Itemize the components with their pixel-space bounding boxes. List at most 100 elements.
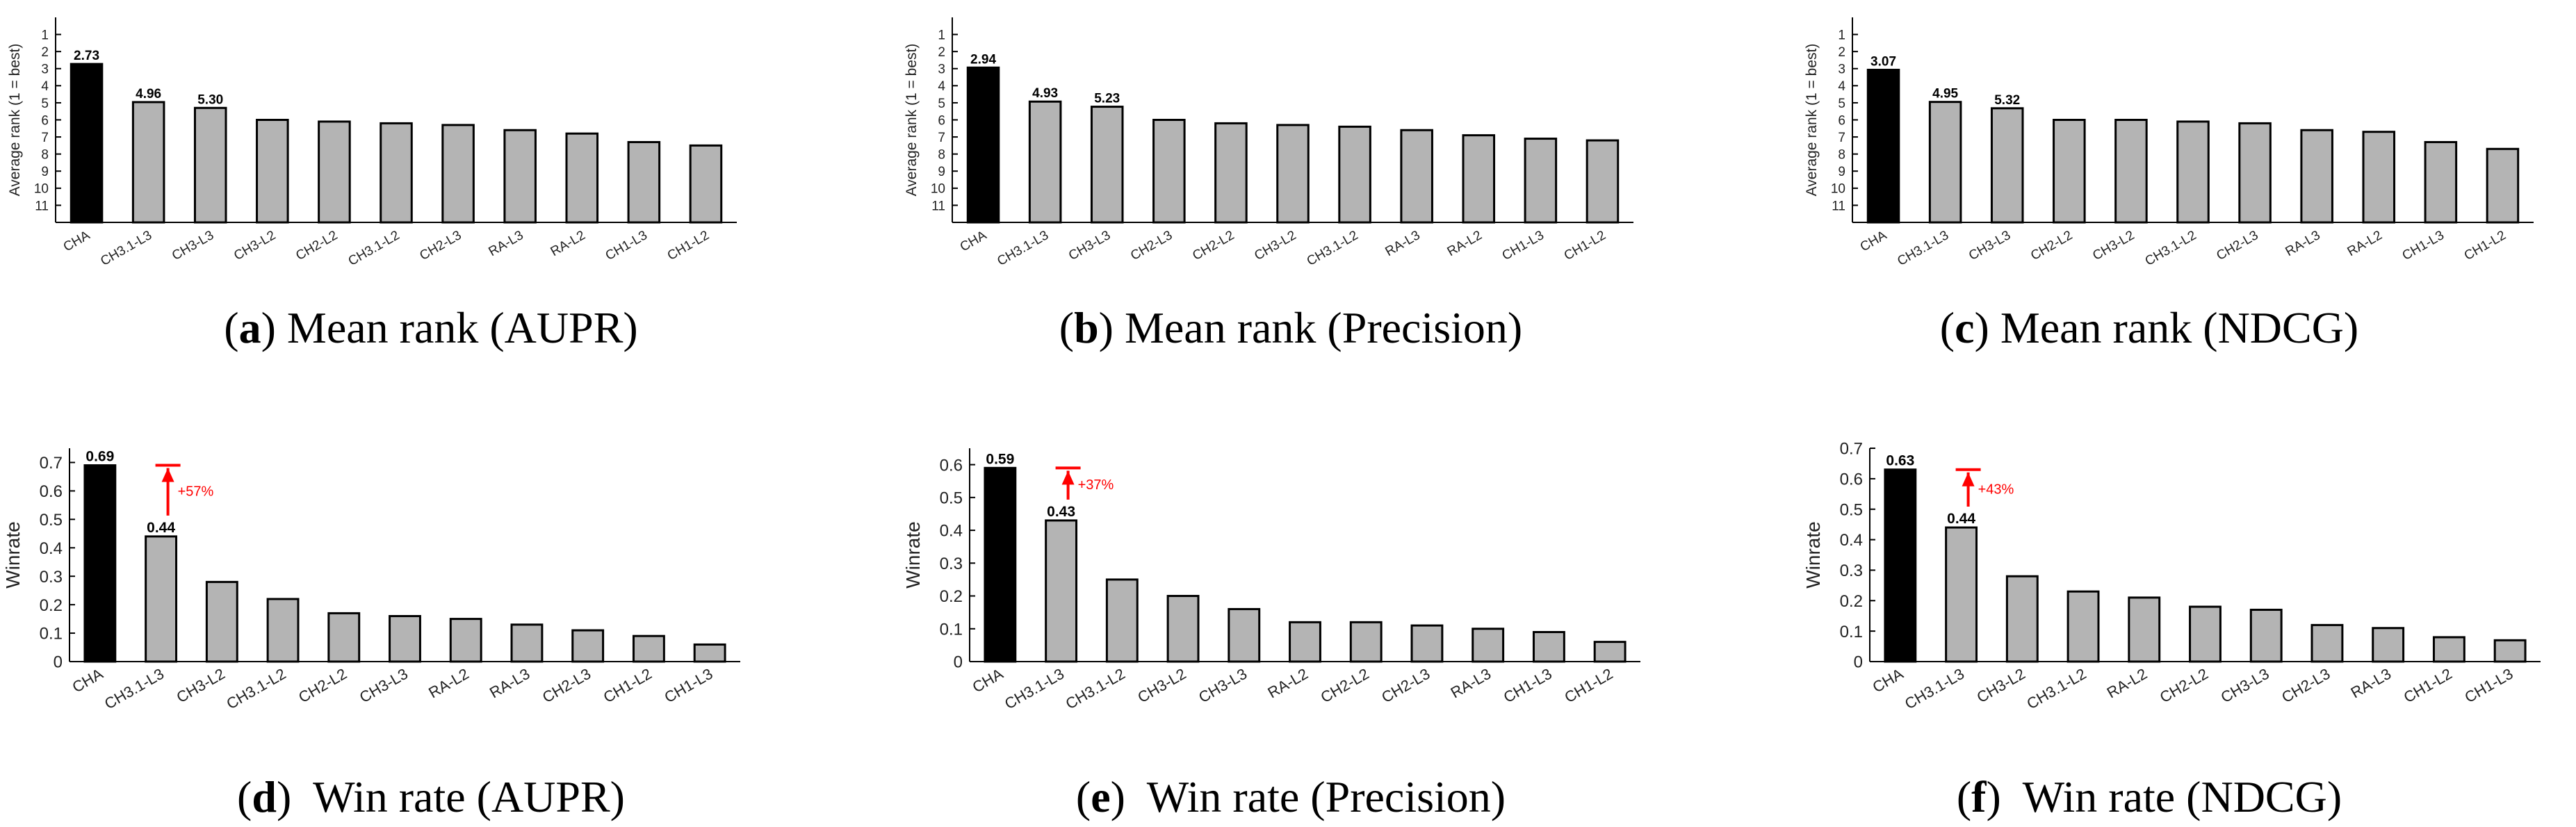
x-tick-label: RA-L3	[487, 228, 526, 259]
x-tick-label: CHA	[61, 228, 93, 254]
improvement-arrowhead	[1061, 470, 1075, 485]
x-tick-label: CH1-L3	[1500, 228, 1547, 263]
x-tick-label: CH3.1-L3	[1002, 665, 1067, 713]
y-tick-label: 0.7	[1840, 440, 1863, 459]
bar	[1400, 129, 1433, 224]
bar	[193, 106, 227, 224]
y-tick-label: 0	[54, 653, 63, 672]
y-tick-label: 0.5	[940, 489, 963, 507]
y-tick-label: 0.6	[1840, 470, 1863, 489]
data-label: 3.07	[1870, 54, 1896, 69]
y-tick-label: 4	[938, 79, 945, 94]
y-tick-label: 0.1	[1840, 623, 1863, 641]
x-tick-label: CH1-L3	[2400, 228, 2447, 263]
x-tick-label: RA-L2	[2345, 228, 2385, 259]
bar	[693, 643, 726, 663]
x-tick-label: CHA	[958, 228, 990, 254]
caption-b: (b) Mean rank (Precision)	[1059, 303, 1523, 352]
bar	[503, 129, 537, 224]
x-tick-label: CH2-L3	[417, 228, 464, 263]
y-tick-label: 1	[41, 28, 49, 42]
y-tick-label: 3	[1838, 63, 1845, 77]
bar	[1884, 468, 1917, 663]
x-tick-label: CH3.1-L3	[1895, 228, 1951, 269]
x-tick-label: RA-L2	[1264, 665, 1311, 702]
x-tick-label: CH2-L2	[1190, 228, 1237, 263]
x-tick-label: CH1-L3	[2461, 665, 2516, 707]
y-tick-label: 3	[41, 63, 49, 77]
x-tick-label: CH3-L3	[2218, 665, 2272, 707]
x-tick-label: CH3-L3	[357, 665, 411, 707]
y-tick-label: 11	[931, 199, 945, 213]
bar	[1410, 624, 1444, 663]
bar	[2493, 639, 2527, 663]
y-tick-label: 10	[34, 182, 49, 197]
x-tick-label: CH2-L3	[1128, 228, 1175, 263]
caption-d: (d) Win rate (AUPR)	[237, 772, 625, 821]
x-tick-label: CH2-L2	[293, 228, 340, 263]
x-tick-label: CH3.1-L3	[101, 665, 167, 713]
bar	[1045, 519, 1078, 663]
bar	[256, 119, 289, 224]
y-tick-label: 0	[1854, 653, 1863, 672]
bar	[510, 623, 544, 663]
x-tick-label: RA-L3	[1383, 228, 1423, 259]
y-tick-label: 0.4	[40, 539, 63, 558]
bar	[627, 140, 661, 224]
x-tick-label: CH3.1-L2	[2024, 665, 2089, 713]
data-label: 2.73	[74, 49, 99, 63]
data-label: 5.23	[1094, 92, 1120, 106]
x-tick-label: CHA	[1858, 228, 1890, 254]
x-tick-label: CH2-L3	[1378, 665, 1433, 707]
y-tick-label: 0.1	[940, 620, 963, 639]
bar	[2362, 131, 2396, 224]
bar	[1945, 526, 1978, 663]
x-tick-label: CH1-L3	[661, 665, 715, 707]
x-tick-label: CH1-L2	[665, 228, 712, 263]
x-tick-label: CH3.1-L3	[98, 228, 154, 269]
bar	[1289, 621, 1321, 663]
bar	[2128, 596, 2161, 663]
bar	[266, 598, 300, 663]
chart-panel-c: 1 2 3 4 5 6 7 8 9 10 11 Average rank (1 = best) CHA 3…	[1804, 17, 2534, 269]
y-tick-label: 0.6	[940, 456, 963, 475]
y-tick-label: 9	[1838, 165, 1845, 179]
y-tick-label: 9	[938, 165, 945, 179]
bar	[966, 66, 1000, 224]
bar	[83, 464, 117, 663]
x-tick-label: CH1-L2	[2401, 665, 2455, 707]
x-tick-label: CH3.1-L3	[1902, 665, 1967, 713]
x-tick-label: CH2-L2	[2157, 665, 2211, 707]
x-tick-label: CH3-L3	[1066, 228, 1113, 263]
data-label: 5.30	[197, 92, 223, 107]
improvement-label: +57%	[178, 484, 214, 500]
y-tick-label: 0.2	[1840, 592, 1863, 611]
x-tick-label: CH1-L2	[1561, 665, 1615, 707]
y-tick-label: 7	[41, 131, 49, 145]
bar	[565, 132, 599, 224]
caption-f: (f) Win rate (NDCG)	[1956, 772, 2342, 821]
y-tick-label: 0.3	[940, 555, 963, 573]
bar	[441, 124, 475, 224]
x-tick-label: RA-L2	[425, 665, 472, 702]
bar	[1462, 134, 1496, 224]
bar	[2372, 627, 2405, 663]
x-tick-label: CH1-L2	[1562, 228, 1608, 263]
bar	[984, 466, 1017, 663]
y-tick-label: 5	[1838, 97, 1845, 111]
data-label: 0.63	[1886, 453, 1914, 469]
x-tick-label: RA-L2	[2104, 665, 2151, 702]
bar	[2176, 120, 2210, 224]
bar	[1524, 138, 1558, 224]
bar	[1585, 139, 1620, 224]
x-tick-label: CH2-L2	[1318, 665, 1372, 707]
bar	[1214, 122, 1248, 224]
x-tick-label: CH3.1-L2	[224, 665, 289, 713]
bar	[1990, 107, 2024, 224]
improvement-arrowhead	[1962, 472, 1975, 486]
chart-panel-a: 1 2 3 4 5 6 7 8 9 10 11 Average rank (1 = best) CHA 2…	[7, 17, 737, 269]
y-tick-label: 0.4	[940, 522, 963, 541]
bar	[689, 144, 723, 224]
bar	[1028, 100, 1062, 224]
